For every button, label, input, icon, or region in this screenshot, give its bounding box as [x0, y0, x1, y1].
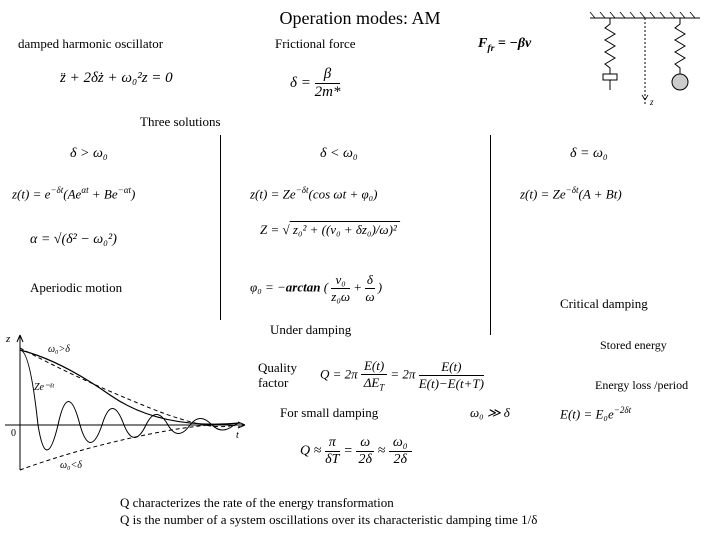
z1: z(t) = e−δt(Aeαt + Be−αt): [12, 185, 135, 202]
eq-main: z̈ + 2δż + ω₀²z = 0: [60, 70, 173, 87]
label-factor: factor: [258, 375, 288, 391]
Et: E(t) = E₀e−2δt: [560, 405, 631, 422]
spring-diagram: z: [580, 10, 710, 115]
Qapprox: Q ≈ πδT = ω2δ ≈ ω₀2δ: [300, 435, 412, 468]
label-quality: Quality: [258, 360, 297, 376]
Qdef: Q = 2π E(t)ΔET = 2π E(t)E(t)−E(t+T): [320, 358, 484, 393]
eq-delta: δ = β2m*: [290, 66, 340, 101]
svg-text:z: z: [5, 333, 11, 345]
svg-text:t: t: [236, 430, 239, 441]
z2: z(t) = Ze−δt(cos ωt + φ₀): [250, 185, 378, 202]
cond2: δ < ω₀: [320, 146, 358, 162]
damping-chart: z 0 t ω₀>δ Ze⁻ᵟᵗ ω₀<δ: [0, 330, 250, 485]
label-damped: damped harmonic oscillator: [18, 36, 163, 52]
divider-1: [220, 135, 221, 320]
label-stored: Stored energy: [600, 338, 667, 353]
Zdef: Z = √ z₀² + ((v₀ + δz₀)/ω)²: [260, 222, 400, 238]
alpha: α = √(δ² − ω₀²): [30, 232, 117, 248]
z3: z(t) = Ze−δt(A + Bt): [520, 185, 622, 202]
footer-line1: Q characterizes the rate of the energy t…: [120, 495, 394, 511]
label-frictional: Frictional force: [275, 36, 356, 52]
eq-ffr: Ffr = −βv: [478, 36, 531, 54]
phi0: φ₀ = −arctan ( v₀z₀ω + δω ): [250, 272, 382, 305]
label-aperiodic: Aperiodic motion: [30, 280, 122, 296]
cond1: δ > ω₀: [70, 146, 108, 162]
svg-text:Ze⁻ᵟᵗ: Ze⁻ᵟᵗ: [34, 382, 55, 393]
cond3: δ = ω₀: [570, 146, 608, 162]
label-threesol: Three solutions: [140, 114, 221, 130]
label-critical: Critical damping: [560, 296, 648, 312]
footer-line2: Q is the number of a system oscillations…: [120, 512, 537, 528]
label-under: Under damping: [270, 322, 351, 338]
small-cond: ω₀ ≫ δ: [470, 405, 510, 421]
label-forsmall: For small damping: [280, 405, 378, 421]
svg-text:0: 0: [11, 428, 16, 439]
label-eloss: Energy loss /period: [595, 378, 688, 393]
svg-text:ω₀<δ: ω₀<δ: [60, 460, 82, 471]
divider-2: [490, 135, 491, 335]
svg-text:ω₀>δ: ω₀>δ: [48, 344, 70, 355]
svg-text:z: z: [649, 97, 654, 107]
